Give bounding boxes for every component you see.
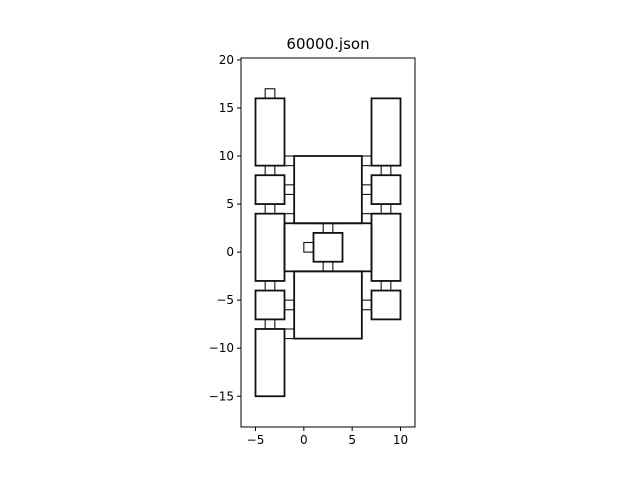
y-tick-label: 10 (219, 149, 234, 163)
door-outline (283, 299, 295, 311)
door-outline (283, 155, 295, 167)
door-outline (264, 318, 276, 330)
x-tick-label: 0 (300, 433, 308, 447)
door-outline (322, 222, 334, 234)
door-outline (380, 203, 392, 215)
x-tick-label: 5 (348, 433, 356, 447)
door-outline (361, 155, 373, 167)
y-tick-label: −5 (216, 293, 234, 307)
door-outline (361, 213, 373, 224)
door-outline (380, 280, 392, 292)
axis-ticks: −5 0 5 10 −15 −10 −5 0 5 10 15 20 (209, 53, 408, 447)
door-outline (322, 261, 334, 272)
axes-frame (240, 57, 416, 428)
y-tick-label: −15 (209, 389, 234, 403)
y-tick-label: 20 (219, 53, 234, 67)
door-outline (283, 184, 295, 195)
door-outline (283, 213, 295, 224)
y-tick-label: 15 (219, 101, 234, 115)
x-tick-label: −5 (247, 433, 265, 447)
door-outline (264, 280, 276, 292)
x-tick-label: 10 (393, 433, 408, 447)
y-tick-label: −10 (209, 341, 234, 355)
door-outline (303, 241, 315, 253)
y-tick-label: 0 (226, 245, 234, 259)
y-tick-label: 5 (226, 197, 234, 211)
door-outline (283, 328, 295, 340)
chart-title: 60000.json (286, 35, 369, 53)
door-outline (361, 184, 373, 195)
door-outline (264, 88, 276, 99)
door-outline (264, 165, 276, 176)
door-outline (264, 203, 276, 215)
plot-content (254, 88, 402, 398)
door-outline (380, 165, 392, 176)
door-outline (361, 299, 373, 311)
